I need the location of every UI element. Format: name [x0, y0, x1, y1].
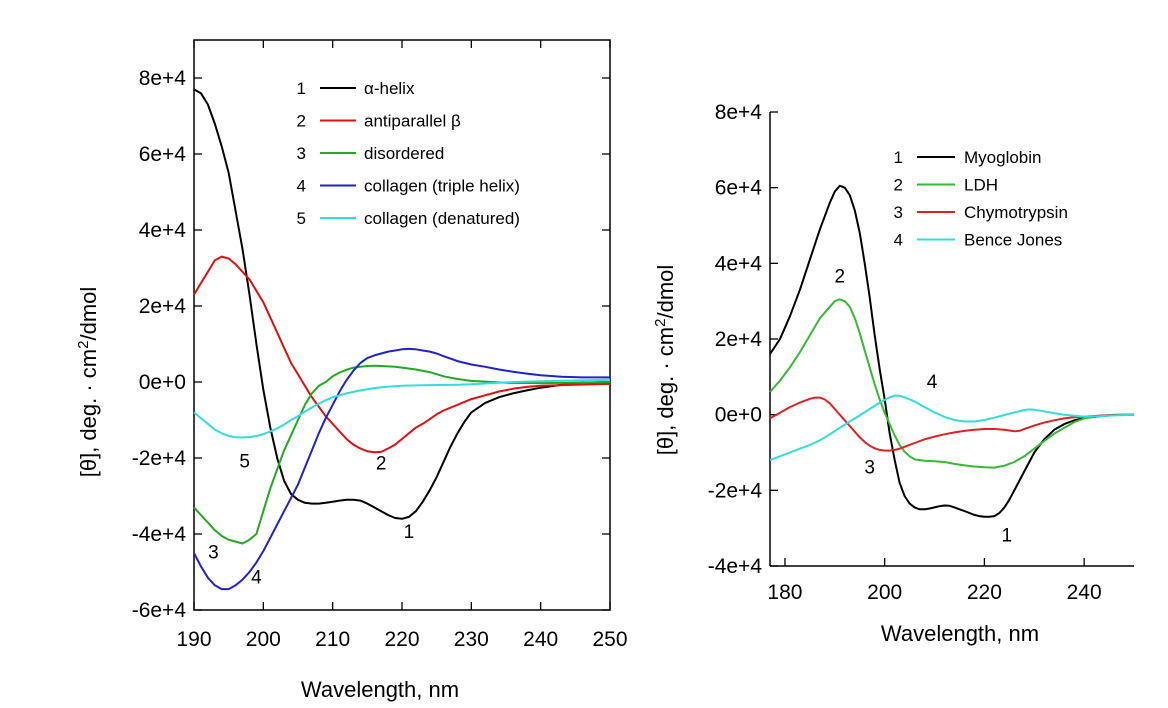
chart-left-legend-label-5: collagen (denatured)	[364, 209, 520, 228]
chart-left-legend-label-2: antiparallel β	[364, 112, 461, 131]
chart-right-y-tick-label: -4e+4	[708, 555, 763, 578]
chart-right-curve-labels: 1 2 3 4	[835, 266, 1013, 546]
chart-left-legend-label-3: disordered	[364, 144, 444, 163]
chart-right-curve-label-1: 1	[1002, 525, 1013, 546]
chart-left-series-1-line	[193, 88, 611, 520]
chart-left-legend: 1 α-helix 2 antiparallel β 3 disordered 4 colla…	[297, 79, 520, 228]
chart-left-series-4-line	[193, 347, 610, 591]
chart-left-series-2-line	[193, 255, 611, 454]
chart-left-x-tick-label: 230	[454, 628, 489, 651]
chart-left-ticks: 190 200 210 220 230 240 250 -6e+4 -4e+4 -2e+4 0e+0…	[132, 40, 628, 651]
chart-right-y-tick-label: 2e+4	[715, 328, 763, 351]
chart-right: 180 200 220 240 -4e+4 -2e+4 0e+0 2e+4 4e+4 6e+4 8e…	[652, 101, 1135, 646]
chart-right-x-tick-label: 200	[867, 581, 902, 604]
chart-left-legend-number-3: 3	[297, 144, 306, 163]
chart-right-legend-label-3: Chymotrypsin	[964, 203, 1068, 222]
chart-left-legend-number-5: 5	[297, 209, 306, 228]
chart-left-curve-label-5: 5	[239, 452, 250, 473]
chart-left-x-axis-label: Wavelength, nm	[301, 677, 459, 702]
chart-left-x-tick-label: 240	[523, 628, 558, 651]
chart-left-legend-number-4: 4	[297, 177, 306, 196]
chart-right-y-tick-label: 8e+4	[715, 101, 763, 124]
chart-right-y-tick-label: -2e+4	[708, 479, 763, 502]
chart-left-curve-label-4: 4	[251, 567, 262, 588]
chart-right-x-tick-label: 240	[1067, 581, 1102, 604]
chart-right-ticks: 180 200 220 240 -4e+4 -2e+4 0e+0 2e+4 4e+4 6e+4 8e…	[708, 101, 1102, 604]
chart-right-legend-number-3: 3	[894, 203, 903, 222]
chart-right-y-tick-label: 6e+4	[715, 177, 763, 200]
chart-left-y-tick-label: 2e+4	[139, 295, 187, 318]
chart-right-series-2-line	[769, 298, 1134, 469]
chart-left-series-5-line	[193, 378, 611, 439]
chart-left: 190 200 210 220 230 240 250 -6e+4 -4e+4 -2e+4 0e+0…	[75, 39, 628, 702]
chart-left-y-tick-label: 6e+4	[139, 143, 187, 166]
chart-left-y-tick-label: 8e+4	[139, 67, 187, 90]
chart-left-x-tick-label: 250	[592, 628, 627, 651]
chart-right-x-tick-label: 180	[767, 581, 802, 604]
chart-right-x-tick-label: 220	[967, 581, 1002, 604]
chart-right-series-4-line	[769, 394, 1135, 462]
chart-left-legend-number-2: 2	[297, 112, 306, 131]
chart-right-legend-label-2: LDH	[964, 176, 998, 195]
chart-right-legend: 1 Myoglobin 2 LDH 3 Chymotrypsin 4 Bence Jones	[894, 148, 1068, 250]
chart-left-legend-label-4: collagen (triple helix)	[364, 177, 520, 196]
chart-right-legend-number-1: 1	[894, 148, 903, 167]
chart-left-curve-label-3: 3	[208, 543, 219, 564]
chart-left-x-tick-label: 220	[384, 628, 419, 651]
chart-left-curve-label-2: 2	[376, 453, 387, 474]
chart-left-series-3-line	[193, 364, 611, 545]
chart-right-x-axis-label: Wavelength, nm	[881, 621, 1039, 646]
chart-left-y-tick-label: 0e+0	[139, 371, 186, 394]
chart-right-series-3-line	[769, 396, 1135, 452]
chart-left-legend-number-1: 1	[297, 79, 306, 98]
chart-right-legend-label-4: Bence Jones	[964, 231, 1062, 250]
chart-left-series	[193, 88, 611, 591]
chart-right-curve-label-2: 2	[835, 266, 846, 287]
chart-right-legend-label-1: Myoglobin	[964, 148, 1042, 167]
chart-left-y-axis-label: [θ], deg. · cm2/dmol	[75, 287, 101, 478]
chart-right-legend-number-2: 2	[894, 176, 903, 195]
chart-left-y-tick-label: -2e+4	[132, 447, 187, 470]
chart-left-y-tick-label: 4e+4	[139, 219, 187, 242]
chart-right-curve-label-3: 3	[864, 457, 875, 478]
chart-right-y-axis-label: [θ], deg. · cm2/dmol	[652, 265, 678, 456]
chart-right-y-tick-label: 0e+0	[715, 404, 762, 427]
chart-left-x-tick-label: 200	[246, 628, 281, 651]
chart-right-legend-number-4: 4	[894, 231, 903, 250]
chart-left-y-tick-label: -6e+4	[132, 599, 187, 622]
chart-left-curve-label-1: 1	[404, 522, 415, 543]
chart-right-series-1-line	[769, 184, 1135, 518]
chart-left-legend-label-1: α-helix	[364, 79, 415, 98]
chart-left-y-tick-label: -4e+4	[132, 523, 187, 546]
chart-left-x-tick-label: 210	[315, 628, 350, 651]
chart-right-y-tick-label: 4e+4	[715, 252, 763, 275]
chart-left-curve-labels: 1 2 3 4 5	[208, 452, 414, 589]
chart-right-series	[769, 184, 1135, 518]
chart-left-x-tick-label: 190	[176, 628, 211, 651]
chart-right-curve-label-4: 4	[927, 372, 938, 393]
